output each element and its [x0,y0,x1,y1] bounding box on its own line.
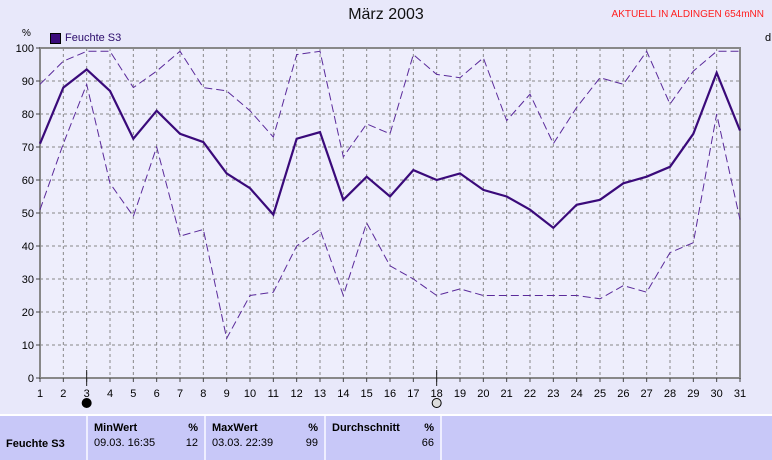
y-tick-label: 0 [28,373,34,385]
legend-label: Feuchte S3 [65,32,122,44]
x-tick-label: 26 [617,388,629,400]
avg-label: Durchschnitt [332,422,400,434]
chart-title: März 2003 [348,6,424,23]
x-tick-label: 22 [524,388,536,400]
x-tick-label: 27 [641,388,653,400]
cut-off-text: d [765,32,772,44]
status-text: AKTUELL IN ALDINGEN 654mNN [611,9,764,20]
legend-swatch [50,32,61,44]
x-tick-label: 9 [224,388,230,400]
max-time: 03.03. 22:39 [212,437,274,449]
x-tick-label: 17 [407,388,419,400]
min-value: 12 [185,437,198,449]
x-tick-label: 14 [337,388,349,400]
x-tick-label: 24 [571,388,583,400]
x-tick-label: 7 [177,388,183,400]
x-tick-label: 30 [711,388,723,400]
x-tick-label: 10 [244,388,256,400]
x-tick-label: 28 [664,388,676,400]
x-tick-label: 4 [107,388,113,400]
min-unit: % [188,422,198,434]
min-cell: MinWert% 09.03. 16:35 12 [88,416,206,460]
x-tick-label: 25 [594,388,606,400]
y-axis-unit: % [22,28,31,39]
x-tick-label: 1 [37,388,43,400]
min-time: 09.03. 16:35 [94,437,156,449]
max-cell: MaxWert% 03.03. 22:39 99 [206,416,326,460]
avg-cell: Durchschnitt% 66 [326,416,442,460]
x-tick-label: 13 [314,388,326,400]
x-tick-label: 19 [454,388,466,400]
y-tick-label: 90 [22,76,34,88]
max-unit: % [308,422,318,434]
max-value: 99 [305,437,318,449]
x-tick-label: 8 [200,388,206,400]
new-moon-icon [81,398,92,408]
series-line-dashed-min [39,82,741,340]
x-tick-label: 18 [431,388,443,400]
x-tick-label: 5 [130,388,136,400]
min-label: MinWert [94,422,138,434]
x-tick-label: 2 [60,388,66,400]
x-tick-label: 21 [501,388,513,400]
y-tick-label: 30 [22,274,34,286]
y-tick-label: 40 [22,241,34,253]
x-tick-label: 3 [84,388,90,400]
legend: Feuchte S3 [50,32,121,44]
avg-value: 66 [421,437,434,449]
x-tick-label: 20 [477,388,489,400]
x-tick-label: 29 [687,388,699,400]
stats-panel: Feuchte S3 MinWert% 09.03. 16:35 12 MaxWe… [0,414,772,460]
x-tick-label: 15 [361,388,373,400]
y-tick-label: 70 [22,142,34,154]
y-tick-label: 20 [22,307,34,319]
avg-unit: % [424,422,434,434]
y-tick-label: 10 [22,340,34,352]
x-tick-label: 31 [734,388,746,400]
y-tick-label: 80 [22,109,34,121]
y-tick-label: 50 [22,208,34,220]
y-tick-label: 100 [16,43,34,55]
x-tick-label: 23 [547,388,559,400]
sensor-name: Feuchte S3 [0,416,88,460]
max-label: MaxWert [212,422,258,434]
full-moon-icon [431,398,442,408]
x-tick-label: 12 [291,388,303,400]
series-line-solid [38,68,742,230]
y-tick-label: 60 [22,175,34,187]
x-tick-label: 6 [154,388,160,400]
x-tick-label: 16 [384,388,396,400]
x-tick-label: 11 [268,388,279,400]
